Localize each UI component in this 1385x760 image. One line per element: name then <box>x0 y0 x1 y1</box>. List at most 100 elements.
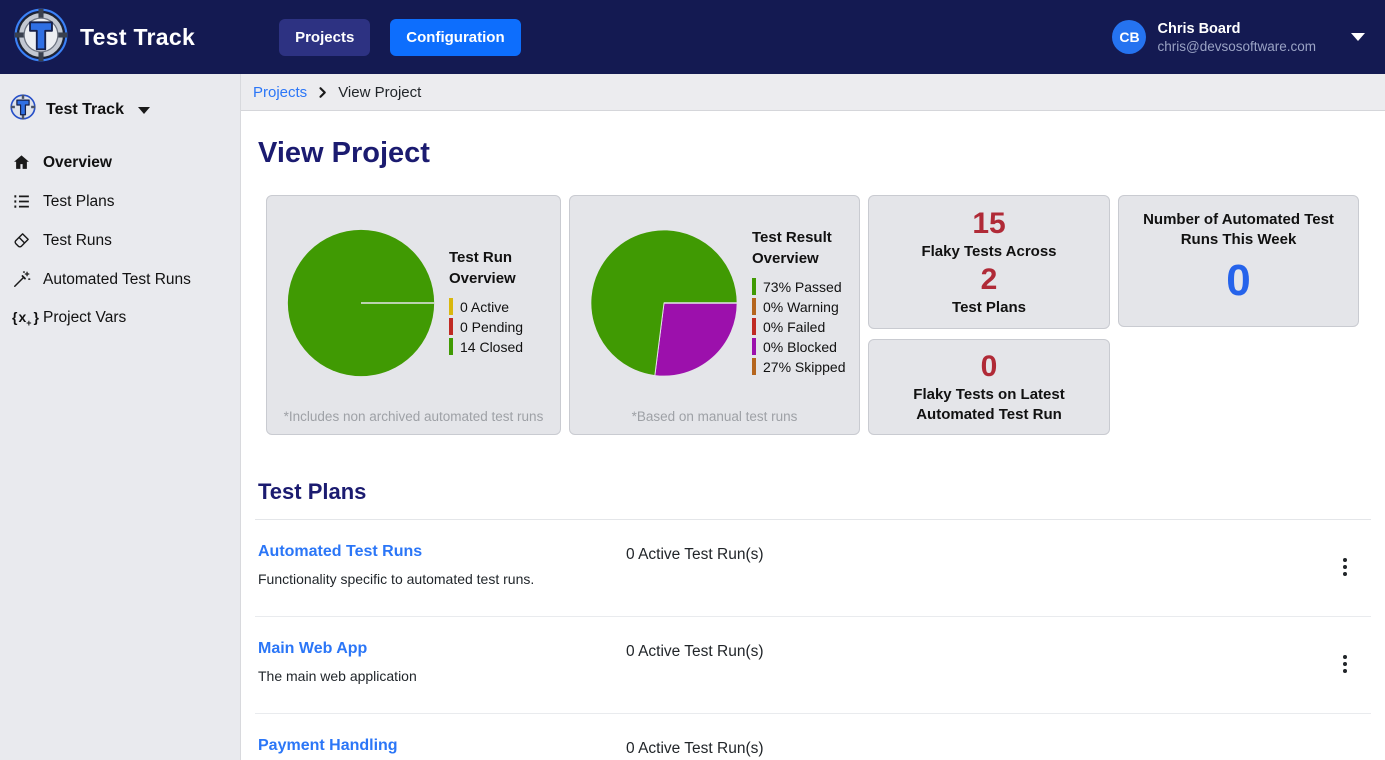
test-run-overview-pie-chart <box>287 229 435 376</box>
plan-title-link[interactable]: Main Web App <box>258 640 368 657</box>
summary-cards: Test Run Overview 0 Active 0 Pending 14 Cl… <box>266 195 1371 435</box>
chevron-down-icon <box>137 107 150 114</box>
legend-item: 0 Pending <box>449 318 552 335</box>
navbar-buttons: Projects Configuration <box>279 18 521 56</box>
plan-title-link[interactable]: Automated Test Runs <box>258 543 423 560</box>
flaky-tests-latest-card: 0 Flaky Tests on Latest Automated Test R… <box>868 339 1110 435</box>
legend-item: 14 Closed <box>449 338 552 355</box>
legend-swatch <box>449 338 453 355</box>
pie-legend: Test Result Overview 73% Passed 0% Warnin… <box>752 227 851 378</box>
eraser-icon <box>12 231 34 250</box>
projects-button[interactable]: Projects <box>279 18 371 56</box>
brand-home-link[interactable]: Test Track <box>14 8 195 67</box>
legend-swatch <box>449 298 453 315</box>
legend-swatch <box>752 318 756 335</box>
legend-swatch <box>449 318 453 335</box>
braces-x-icon: {x+} <box>12 309 40 328</box>
user-name: Chris Board <box>1157 21 1241 38</box>
legend-swatch <box>752 338 756 355</box>
legend-item: 27% Skipped <box>752 358 851 375</box>
legend-label: 73% Passed <box>763 278 842 295</box>
test-track-logo-icon <box>14 8 68 67</box>
flaky-tests-count: 15 <box>972 206 1006 240</box>
flaky-latest-label: Flaky Tests on Latest Automated Test Run <box>913 385 1065 423</box>
test-track-logo-icon <box>10 94 36 125</box>
page-title: View Project <box>258 137 430 169</box>
breadcrumb: Projects View Project <box>241 74 1385 111</box>
sidebar-item-label: Automated Test Runs <box>43 270 191 288</box>
legend-label: 0% Warning <box>763 298 839 315</box>
legend-item: 0% Warning <box>752 298 851 315</box>
legend-swatch <box>752 358 756 375</box>
test-run-overview-card: Test Run Overview 0 Active 0 Pending 14 Cl… <box>266 195 561 435</box>
breadcrumb-current: View Project <box>338 83 422 101</box>
legend-item: 73% Passed <box>752 278 851 295</box>
automated-runs-week-count: 0 <box>1226 255 1251 305</box>
flaky-tests-across-card: 15 Flaky Tests Across 2 Test Plans <box>868 195 1110 329</box>
test-plans-list: Automated Test Runs Functionality specif… <box>255 520 1371 760</box>
legend-item: 0 Active <box>449 298 552 315</box>
legend-item: 0% Failed <box>752 318 851 335</box>
legend-label: 0% Blocked <box>763 338 837 355</box>
sidebar-item-label: Project Vars <box>43 309 127 326</box>
plan-description: The main web application <box>258 668 417 684</box>
flaky-tests-label: Flaky Tests Across <box>921 242 1057 260</box>
home-icon <box>12 153 34 172</box>
section-divider <box>255 519 1371 520</box>
automated-runs-week-card: Number of Automated Test Runs This Week … <box>1118 195 1359 327</box>
chart-title: Test Result Overview <box>752 229 832 267</box>
legend-swatch <box>752 298 756 315</box>
breadcrumb-link-projects[interactable]: Projects <box>253 83 308 101</box>
chevron-down-icon <box>1351 33 1365 41</box>
sidebar-item-test-plans[interactable]: Test Plans <box>0 182 240 221</box>
configuration-button[interactable]: Configuration <box>390 18 521 56</box>
user-menu[interactable]: CB Chris Board chris@devsosoftware.com <box>1112 20 1365 54</box>
test-result-overview-card: Test Result Overview 73% Passed 0% Warnin… <box>569 195 860 435</box>
active-test-runs-count: 0 Active Test Run(s) <box>626 740 764 757</box>
sidebar: Test Track Overview Test Plans Test Runs <box>0 74 241 760</box>
sidebar-item-test-runs[interactable]: Test Runs <box>0 221 240 260</box>
chart-footnote: *Includes non archived automated test ru… <box>283 409 544 424</box>
test-plans-count: 2 <box>980 263 998 296</box>
avatar: CB <box>1112 20 1147 54</box>
test-plans-label: Test Plans <box>952 299 1026 316</box>
legend-label: 27% Skipped <box>763 358 846 375</box>
legend-label: 0% Failed <box>763 318 826 335</box>
test-plan-row: Automated Test Runs Functionality specif… <box>255 520 1371 617</box>
top-navbar: Test Track Projects Configuration CB Chr… <box>0 0 1385 74</box>
legend-item: 0% Blocked <box>752 338 851 355</box>
automated-runs-week-label: Number of Automated Test Runs This Week <box>1143 211 1334 249</box>
sidebar-project-name: Test Track <box>46 100 124 118</box>
legend-label: 0 Active <box>460 298 510 315</box>
legend-label: 14 Closed <box>460 338 524 355</box>
sidebar-item-overview[interactable]: Overview <box>0 143 240 182</box>
sidebar-item-label: Overview <box>43 153 112 171</box>
plan-title-link[interactable]: Payment Handling <box>258 737 398 754</box>
active-test-runs-count: 0 Active Test Run(s) <box>626 546 764 563</box>
sidebar-item-label: Test Runs <box>43 231 112 249</box>
test-result-overview-pie-chart <box>590 228 738 377</box>
user-email: chris@devsosoftware.com <box>1157 38 1316 54</box>
chevron-right-icon <box>316 86 329 99</box>
kebab-menu-button[interactable] <box>1333 552 1357 582</box>
chart-footnote: *Based on manual test runs <box>631 409 798 424</box>
magic-wand-icon <box>12 270 34 289</box>
active-test-runs-count: 0 Active Test Run(s) <box>626 643 764 660</box>
project-switcher[interactable]: Test Track <box>0 86 240 143</box>
sidebar-item-label: Test Plans <box>43 192 115 210</box>
kebab-menu-button[interactable] <box>1333 649 1357 679</box>
legend-label: 0 Pending <box>460 318 524 335</box>
plan-description: Functionality specific to automated test… <box>258 571 535 587</box>
pie-legend: Test Run Overview 0 Active 0 Pending 14 Cl… <box>449 247 552 358</box>
sidebar-item-project-vars[interactable]: {x+} Project Vars <box>0 299 240 337</box>
flaky-stats-column: 15 Flaky Tests Across 2 Test Plans 0 Fla… <box>868 195 1110 435</box>
legend-swatch <box>752 278 756 295</box>
flaky-latest-count: 0 <box>980 349 998 383</box>
test-plans-section-title: Test Plans <box>258 479 367 504</box>
chart-title: Test Run Overview <box>449 249 516 287</box>
brand-title: Test Track <box>80 23 196 50</box>
test-plan-row: Payment Handling Test all payment handli… <box>255 714 1371 760</box>
list-icon <box>12 192 34 211</box>
test-plan-row: Main Web App The main web application 0 … <box>255 617 1371 714</box>
sidebar-item-automated-test-runs[interactable]: Automated Test Runs <box>0 260 240 299</box>
